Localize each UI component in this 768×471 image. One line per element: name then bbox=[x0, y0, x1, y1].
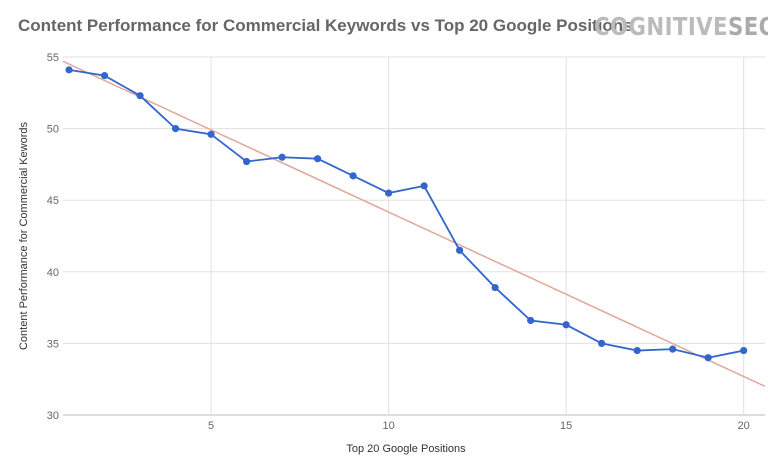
data-point bbox=[740, 346, 748, 355]
y-axis-label: Content Performance for Commercial Kewor… bbox=[18, 121, 30, 350]
data-point bbox=[633, 346, 641, 355]
data-point bbox=[171, 125, 180, 133]
y-tick-label: 50 bbox=[47, 124, 59, 136]
data-point bbox=[420, 182, 428, 190]
data-point bbox=[385, 189, 393, 197]
series-line bbox=[68, 68, 744, 359]
data-point bbox=[136, 92, 144, 100]
y-tick-label: 30 bbox=[47, 410, 59, 422]
data-point bbox=[242, 157, 251, 166]
data-point bbox=[349, 172, 357, 180]
data-point bbox=[100, 72, 109, 80]
trendline bbox=[62, 60, 766, 388]
chart-title: Content Performance for Commercial Keywo… bbox=[18, 16, 633, 35]
gridlines bbox=[63, 56, 765, 416]
data-point bbox=[562, 321, 570, 329]
x-tick-label: 10 bbox=[382, 420, 394, 432]
data-point bbox=[313, 155, 322, 163]
y-tick-label: 40 bbox=[47, 267, 59, 279]
data-point bbox=[527, 316, 535, 325]
data-point bbox=[704, 354, 712, 362]
data-point bbox=[491, 283, 499, 292]
data-point bbox=[278, 153, 286, 161]
data-points bbox=[65, 66, 748, 362]
y-tick-label: 55 bbox=[47, 52, 59, 64]
x-tick-label: 15 bbox=[560, 420, 572, 432]
cognitiveseo-logo: COGNITIVESEO bbox=[594, 12, 768, 41]
x-tick-label: 20 bbox=[738, 420, 750, 432]
data-point bbox=[65, 66, 73, 74]
y-tick-label: 45 bbox=[47, 195, 59, 207]
data-point bbox=[669, 345, 677, 353]
x-tick-label: 5 bbox=[208, 420, 214, 432]
data-point bbox=[207, 130, 215, 138]
x-axis-label: Top 20 Google Positions bbox=[346, 443, 466, 455]
y-tick-label: 35 bbox=[47, 338, 59, 350]
data-point bbox=[456, 246, 464, 254]
data-point bbox=[598, 339, 606, 347]
